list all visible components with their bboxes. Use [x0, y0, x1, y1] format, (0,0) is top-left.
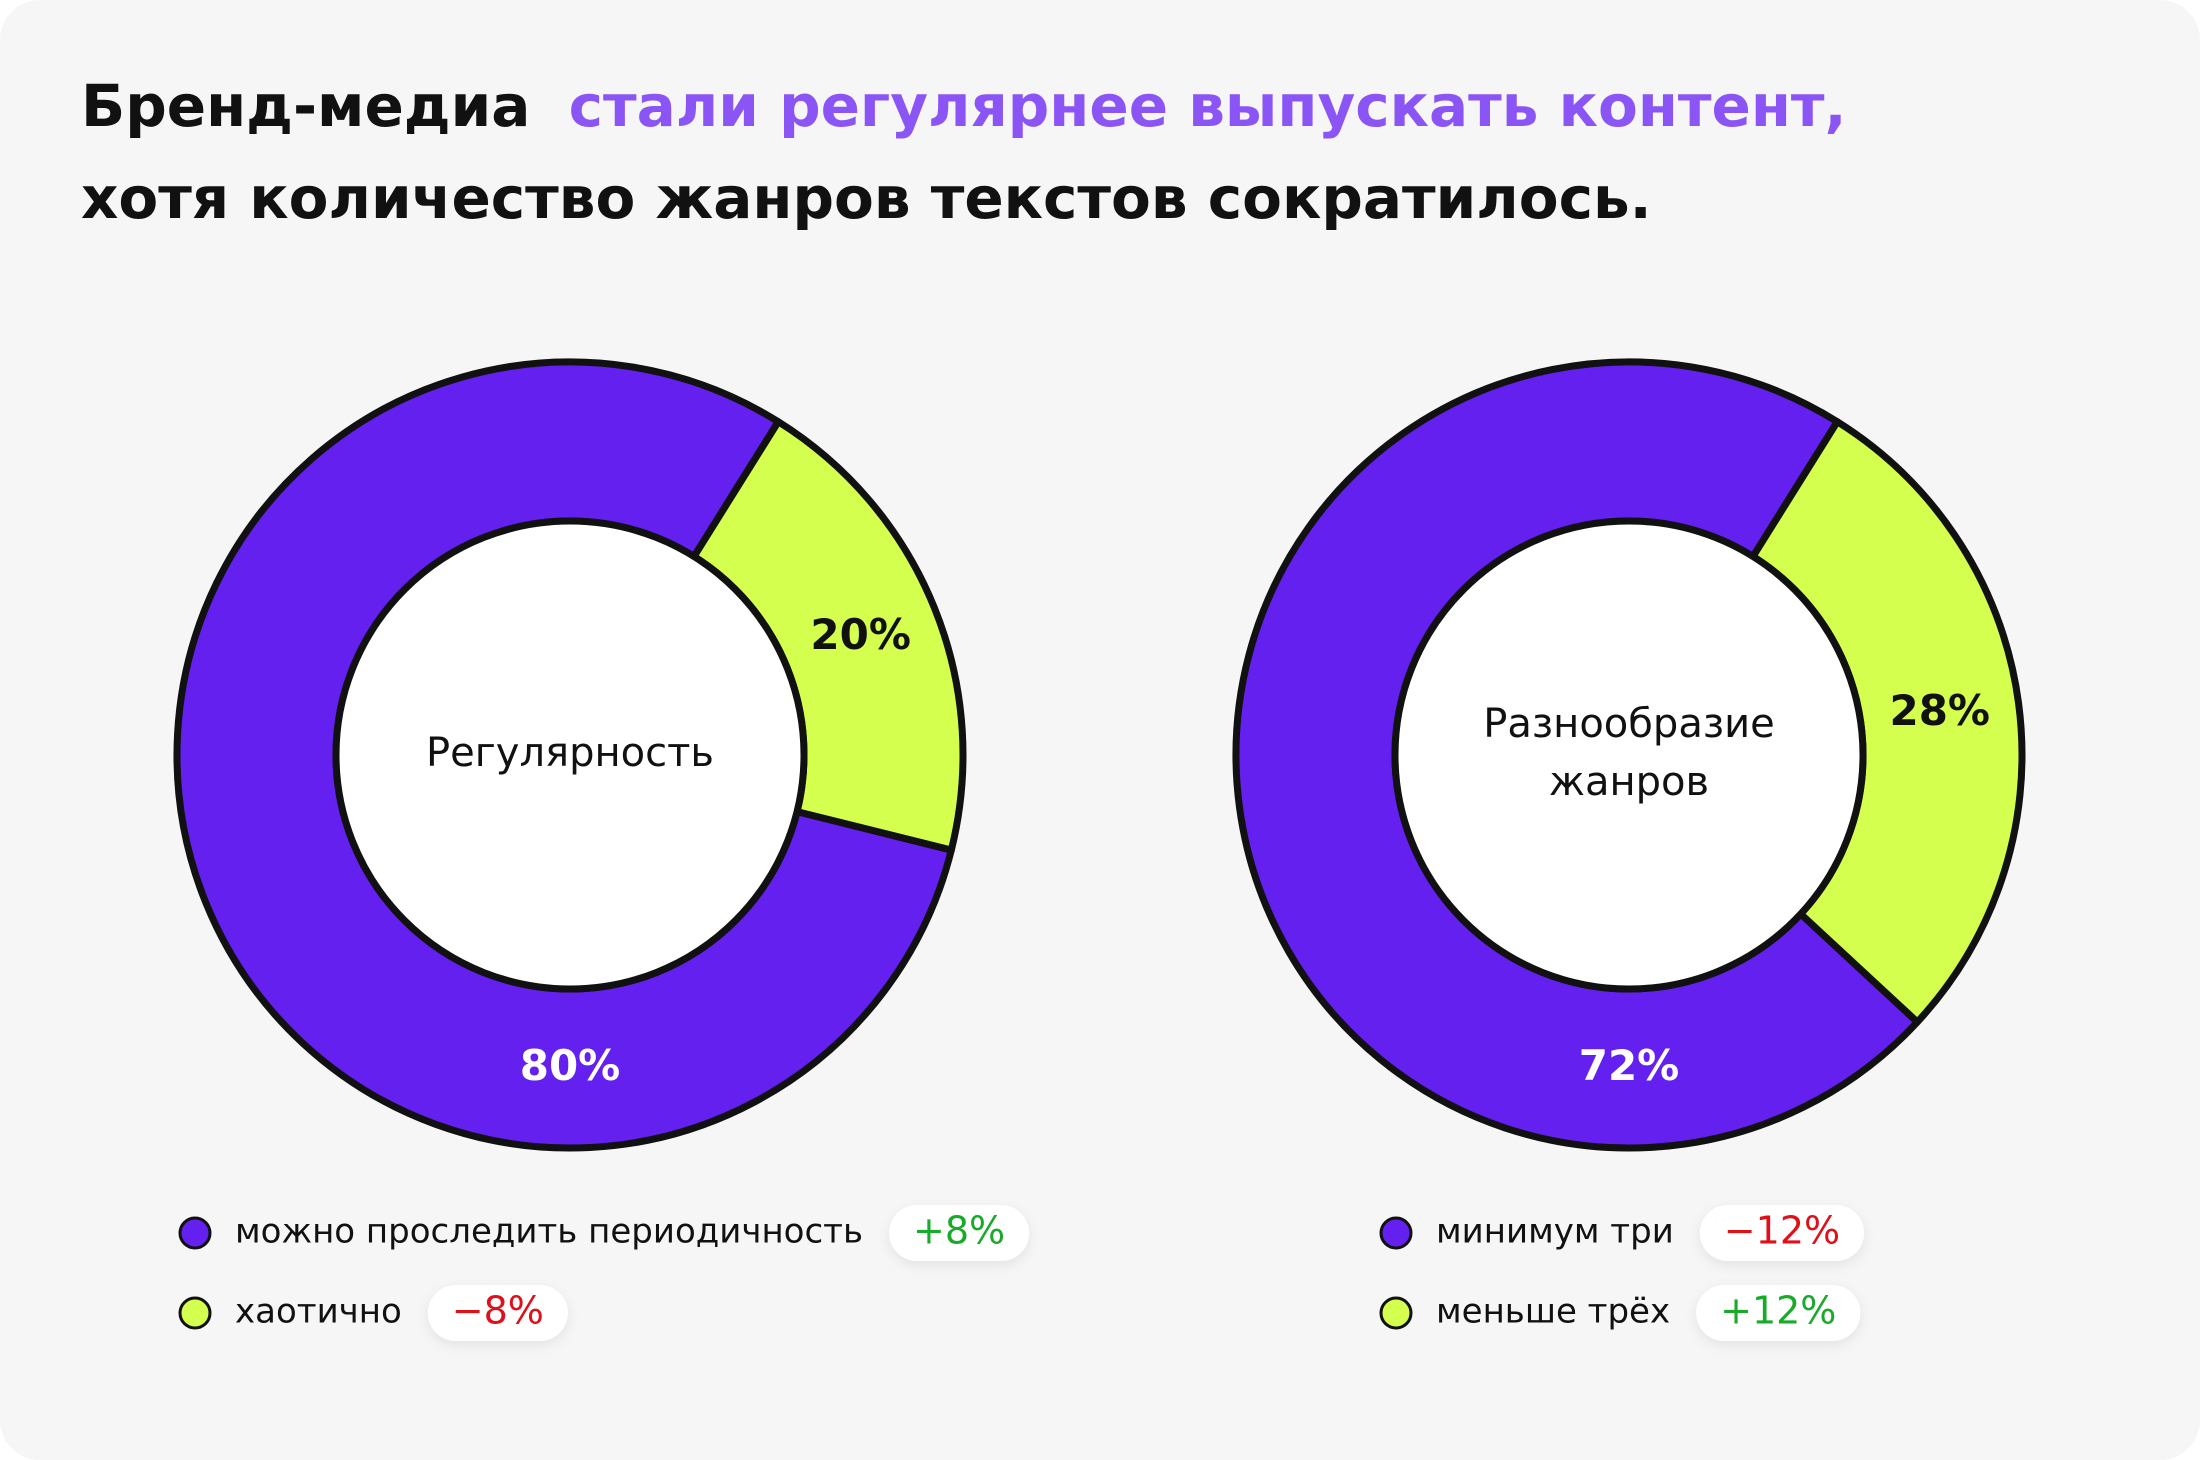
legend-label: минимум три: [1436, 1212, 1674, 1252]
slice-label: 72%: [1579, 1041, 1680, 1090]
legend-swatch: [1379, 1216, 1413, 1250]
change-pill: [1696, 1285, 1861, 1341]
change-label: −12%: [1724, 1209, 1840, 1253]
title-part: Бренд-медиа: [81, 72, 530, 140]
change-label: −8%: [452, 1289, 544, 1333]
legend-label: можно проследить периодичность: [235, 1212, 863, 1252]
slice-label: 80%: [520, 1041, 621, 1090]
change-pill: [1699, 1205, 1865, 1261]
legend-swatch: [1379, 1296, 1413, 1330]
center-label: Регулярность: [426, 730, 714, 776]
slice-label: 20%: [810, 610, 911, 659]
donut-hole: [1391, 517, 1867, 993]
legend-label: хаотично: [235, 1292, 402, 1332]
change-label: +12%: [1720, 1289, 1836, 1333]
center-label: Разнообразие: [1483, 701, 1774, 747]
legend-swatch: [178, 1216, 212, 1250]
title-part-accent: стали регулярнее выпускать контент,: [569, 72, 1847, 140]
center-label: жанров: [1549, 759, 1709, 805]
change-label: +8%: [913, 1209, 1005, 1253]
legend-swatch: [178, 1296, 212, 1330]
title-line1: Бренд-медиа стали регулярнее выпускать к…: [81, 72, 1847, 140]
change-pill: [427, 1285, 568, 1341]
donut-hole: [332, 517, 808, 993]
change-pill: [889, 1205, 1030, 1261]
legend-label: меньше трёх: [1436, 1292, 1670, 1332]
slice-label: 28%: [1889, 686, 1990, 735]
title-line2: хотя количество жанров текстов сократило…: [81, 164, 1652, 232]
